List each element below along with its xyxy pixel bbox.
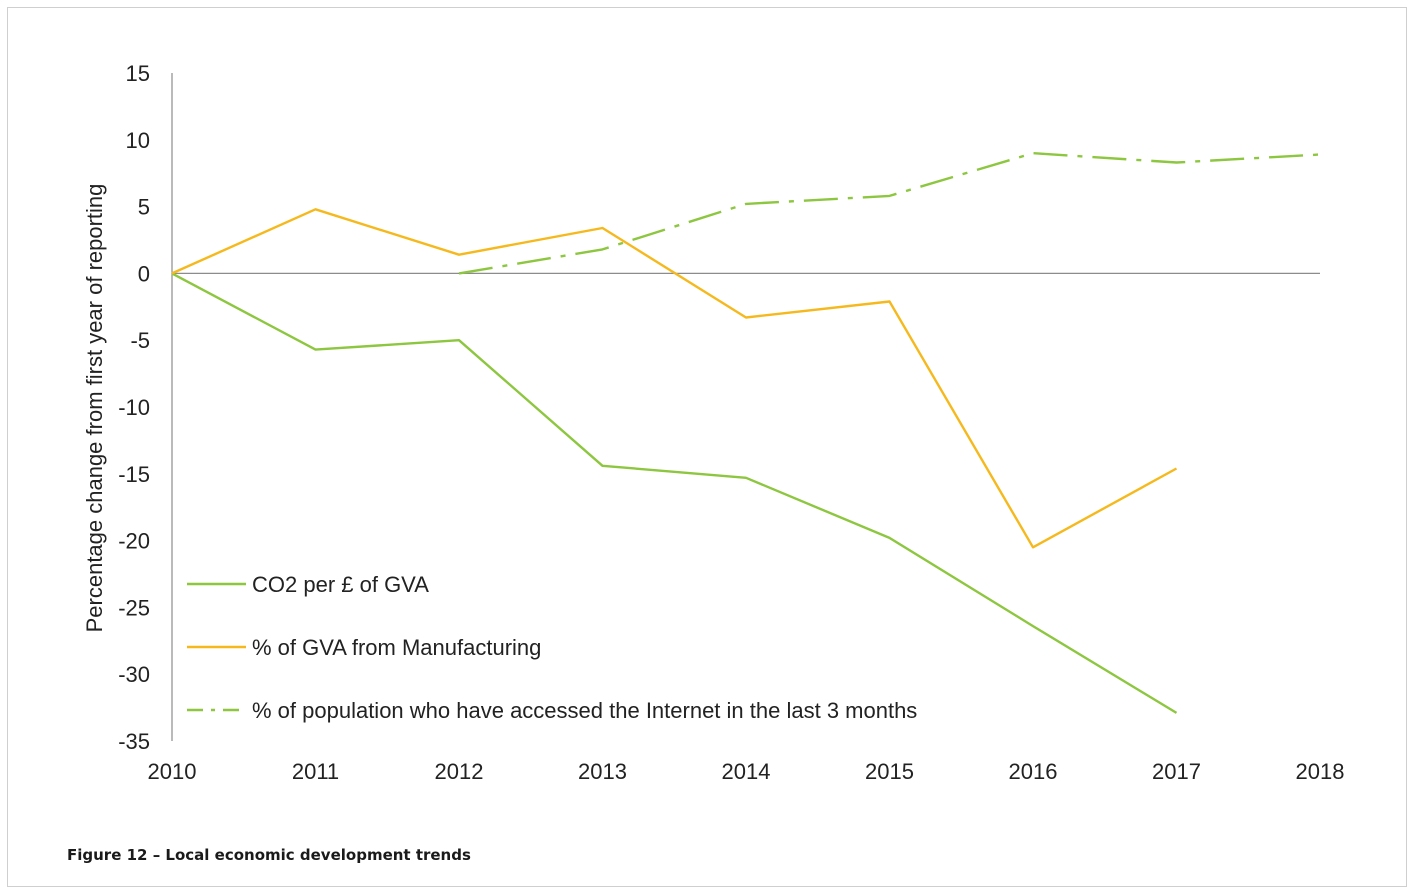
y-tick-label: 0	[138, 261, 150, 286]
x-tick-label: 2010	[148, 759, 197, 784]
y-tick-labels: 15 10 5 0 -5 -10 -15 -20 -25 -30 -35	[118, 61, 150, 754]
y-tick-label: 5	[138, 195, 150, 220]
series-lines	[171, 151, 1321, 714]
x-tick-label: 2015	[865, 759, 914, 784]
legend-label-2: % of GVA from Manufacturing	[252, 635, 541, 660]
y-tick-label: -25	[118, 595, 150, 620]
x-tick-label: 2013	[578, 759, 627, 784]
y-tick-label: 10	[126, 128, 150, 153]
y-tick-label: -35	[118, 729, 150, 754]
y-tick-label: -10	[118, 395, 150, 420]
figure-frame	[7, 7, 1407, 887]
y-tick-label: 15	[126, 61, 150, 86]
y-tick-label: -5	[130, 328, 150, 353]
series-line-2	[171, 208, 1178, 549]
x-tick-label: 2016	[1009, 759, 1058, 784]
y-tick-label: -20	[118, 529, 150, 554]
series-line-3	[458, 151, 1321, 275]
y-axis-label: Percentage change from first year of rep…	[82, 184, 107, 633]
y-tick-label: -30	[118, 662, 150, 687]
x-tick-label: 2018	[1296, 759, 1345, 784]
x-tick-label: 2011	[292, 759, 339, 784]
figure-caption: Figure 12 – Local economic development t…	[67, 846, 471, 864]
x-tick-label: 2017	[1152, 759, 1201, 784]
legend-label-3: % of population who have accessed the In…	[252, 698, 917, 723]
x-tick-labels: 2010 2011 2012 2013 2014 2015 2016 2017 2018	[148, 759, 1345, 784]
series-line-1	[171, 272, 1178, 714]
x-tick-label: 2014	[722, 759, 771, 784]
y-tick-label: -15	[118, 462, 150, 487]
x-tick-label: 2012	[435, 759, 484, 784]
legend: CO2 per £ of GVA % of GVA from Manufactur…	[187, 572, 917, 723]
legend-label-1: CO2 per £ of GVA	[252, 572, 429, 597]
